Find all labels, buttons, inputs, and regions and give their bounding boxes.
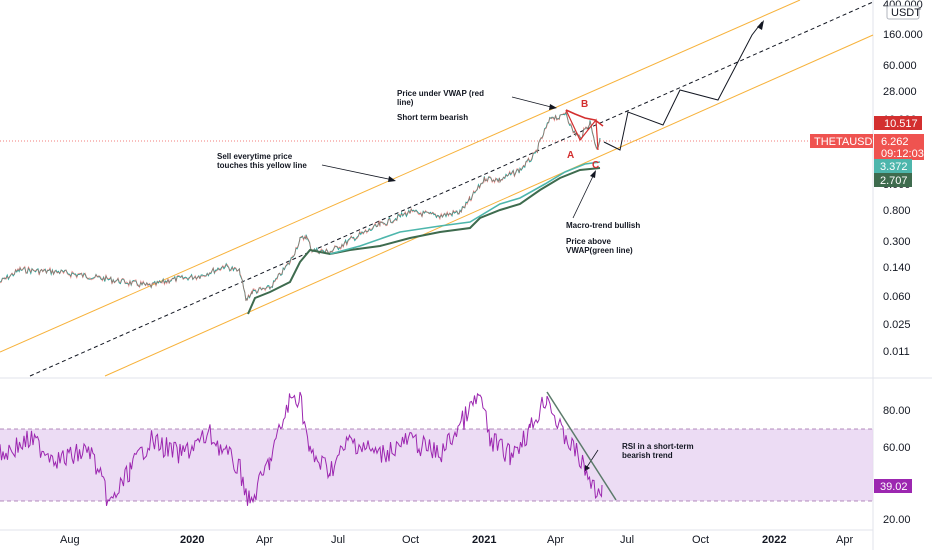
channel-upper-line bbox=[0, 0, 801, 353]
projection-arrowhead bbox=[757, 20, 764, 30]
x-tick-apr-2022: Apr bbox=[836, 534, 853, 546]
channel-lower-line bbox=[104, 34, 874, 377]
channel-mid-line bbox=[29, 1, 874, 377]
last-price-tag-bg bbox=[874, 134, 924, 160]
x-tick-apr-2021: Apr bbox=[547, 534, 564, 546]
rsi-tag: 39.02 bbox=[880, 481, 908, 493]
rsi-band bbox=[0, 429, 873, 501]
tick-160: 160.000 bbox=[883, 29, 923, 41]
x-tick-2020: 2020 bbox=[180, 534, 204, 546]
rsi-trend-line bbox=[546, 391, 617, 501]
tag-upper: 10.517 bbox=[884, 118, 918, 130]
x-tick-2021: 2021 bbox=[472, 534, 496, 546]
annotation-rsi: RSI in a short-term bearish trend bbox=[622, 442, 696, 460]
x-tick-aug: Aug bbox=[60, 534, 80, 546]
x-tick-jul-2020: Jul bbox=[331, 534, 345, 546]
abc-pattern-line bbox=[565, 109, 599, 151]
time-axis: Aug 2020 Apr Jul Oct 2021 Apr Jul Oct 20… bbox=[60, 534, 853, 546]
rsi-tick-80: 80.00 bbox=[883, 405, 911, 417]
annotation-sell-line: Sell everytime price touches this yellow… bbox=[217, 152, 307, 170]
rsi-tick-60: 60.00 bbox=[883, 442, 911, 454]
tick-0.06: 0.060 bbox=[883, 291, 911, 303]
tick-0.14: 0.140 bbox=[883, 262, 911, 274]
countdown-tag: 09:12:03 bbox=[881, 148, 924, 160]
last-price-tag: 6.262 bbox=[881, 136, 909, 148]
point-label-b: B bbox=[581, 99, 588, 110]
symbol-tag: THETAUSDT bbox=[814, 136, 879, 148]
rsi-axis: 80.00 60.00 20.00 bbox=[883, 405, 911, 526]
vwap-red-line bbox=[565, 109, 604, 127]
tag-teal: 3.372 bbox=[880, 161, 908, 173]
annotation-vwap-red: Price under VWAP (red line) Short term b… bbox=[397, 89, 486, 122]
vwap-green-line bbox=[247, 167, 601, 315]
tick-0.025: 0.025 bbox=[883, 319, 911, 331]
annotation-arrowheads bbox=[388, 104, 596, 472]
tick-28: 28.000 bbox=[883, 86, 917, 98]
rsi-tick-20: 20.00 bbox=[883, 514, 911, 526]
rsi-series bbox=[0, 391, 603, 507]
x-tick-2022: 2022 bbox=[762, 534, 786, 546]
tag-upper-bg bbox=[874, 116, 922, 130]
currency-label: USDT bbox=[891, 7, 921, 19]
x-tick-oct-2021: Oct bbox=[692, 534, 709, 546]
tag-green: 2.707 bbox=[880, 175, 908, 187]
tick-0.8: 0.800 bbox=[883, 205, 911, 217]
tag-teal-bg bbox=[874, 159, 912, 173]
annotation-macro: Macro-trend bullish Price above VWAP(gre… bbox=[566, 221, 642, 255]
currency-box[interactable] bbox=[886, 5, 920, 20]
rsi-tag-bg bbox=[874, 479, 912, 493]
tick-0.011: 0.011 bbox=[883, 346, 910, 358]
annotation-arrows bbox=[321, 96, 599, 471]
x-tick-apr-2020: Apr bbox=[256, 534, 273, 546]
projection-zigzag bbox=[603, 21, 763, 151]
tag-green-bg bbox=[874, 173, 912, 187]
point-label-c: C bbox=[592, 160, 599, 171]
tick-0.3: 0.300 bbox=[883, 236, 911, 248]
point-label-a: A bbox=[567, 150, 574, 161]
tick-60: 60.000 bbox=[883, 60, 917, 72]
x-tick-jul-2021: Jul bbox=[620, 534, 634, 546]
symbol-tag-bg[interactable] bbox=[810, 134, 873, 148]
price-series-down bbox=[0, 110, 601, 302]
x-tick-oct-2020: Oct bbox=[402, 534, 419, 546]
vwap-teal-line bbox=[329, 161, 601, 255]
